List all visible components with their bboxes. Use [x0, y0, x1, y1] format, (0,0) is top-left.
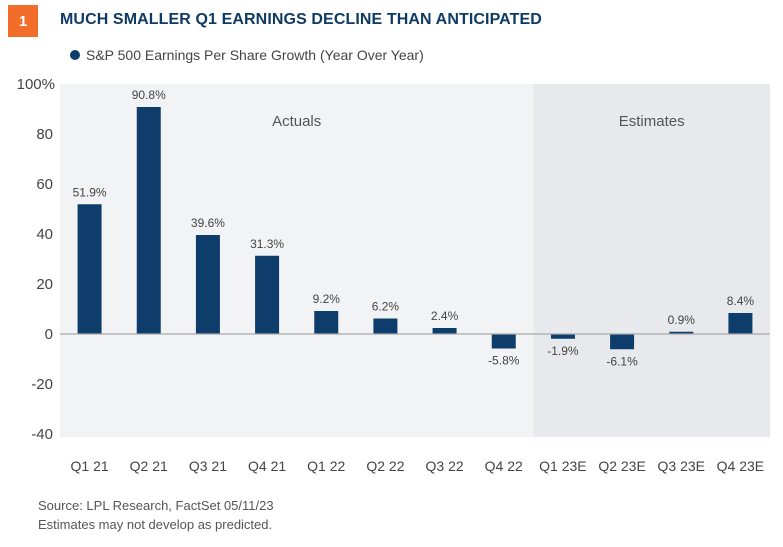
region-actuals — [60, 84, 534, 437]
bar-q3-22 — [432, 328, 457, 334]
y-tick-label: 100% — [17, 76, 55, 93]
data-label: 9.2% — [313, 292, 341, 306]
bar-q3-21 — [195, 235, 220, 334]
bar-q1-21 — [77, 204, 102, 334]
legend: S&P 500 Earnings Per Share Growth (Year … — [70, 47, 424, 63]
data-label: 0.9% — [668, 313, 696, 327]
x-tick-label: Q1 21 — [71, 458, 109, 474]
data-label: 51.9% — [73, 185, 107, 199]
bar-chart: Actuals Estimates 100% 80 60 40 20 0 -20 -40 51.9%… — [17, 76, 770, 474]
x-tick-label: Q2 21 — [130, 458, 168, 474]
bar-q4-21 — [255, 255, 280, 334]
source-text: Source: LPL Research, FactSet 05/11/23 — [38, 498, 274, 513]
figure-number-badge: 1 — [8, 5, 38, 37]
x-tick-label: Q2 23E — [598, 458, 645, 474]
disclaimer-text: Estimates may not develop as predicted. — [38, 517, 273, 532]
x-tick-label: Q4 23E — [717, 458, 764, 474]
x-tick-label: Q4 22 — [485, 458, 523, 474]
y-tick-label: -40 — [31, 426, 53, 443]
data-label: 39.6% — [191, 216, 225, 230]
data-label: -5.8% — [488, 354, 520, 368]
x-tick-label: Q3 21 — [189, 458, 227, 474]
region-label: Estimates — [619, 113, 685, 130]
x-tick-label: Q3 22 — [426, 458, 464, 474]
region-label: Actuals — [272, 113, 321, 130]
x-tick-label: Q1 23E — [539, 458, 586, 474]
data-label: 31.3% — [250, 237, 284, 251]
bar-q1-23e — [550, 334, 575, 339]
bar-q4-23e — [728, 313, 753, 334]
legend-label: S&P 500 Earnings Per Share Growth (Year … — [86, 47, 424, 63]
bar-q2-22 — [373, 318, 398, 334]
y-tick-label: 0 — [45, 326, 53, 343]
data-label: 8.4% — [727, 294, 755, 308]
region-estimates — [533, 84, 770, 437]
data-label: 6.2% — [372, 300, 400, 314]
y-tick-label: 40 — [36, 226, 53, 243]
y-tick-label: 20 — [36, 276, 53, 293]
y-tick-label: -20 — [31, 376, 53, 393]
y-tick-label: 60 — [36, 176, 53, 193]
chart-title: MUCH SMALLER Q1 EARNINGS DECLINE THAN AN… — [60, 11, 542, 28]
bar-q2-21 — [136, 107, 161, 334]
bar-q2-23e — [610, 334, 635, 350]
legend-marker — [70, 50, 80, 60]
x-tick-label: Q2 22 — [366, 458, 404, 474]
data-label: -6.1% — [606, 354, 638, 368]
x-tick-label: Q4 21 — [248, 458, 286, 474]
data-label: 90.8% — [132, 88, 166, 102]
footer: Source: LPL Research, FactSet 05/11/23 E… — [38, 496, 274, 534]
x-tick-label: Q3 23E — [658, 458, 705, 474]
data-label: -1.9% — [547, 344, 579, 358]
y-tick-label: 80 — [36, 126, 53, 143]
data-label: 2.4% — [431, 309, 459, 323]
x-tick-label: Q1 22 — [307, 458, 345, 474]
bar-q4-22 — [491, 334, 516, 349]
bar-q3-23e — [669, 331, 694, 334]
bar-q1-22 — [314, 311, 339, 334]
